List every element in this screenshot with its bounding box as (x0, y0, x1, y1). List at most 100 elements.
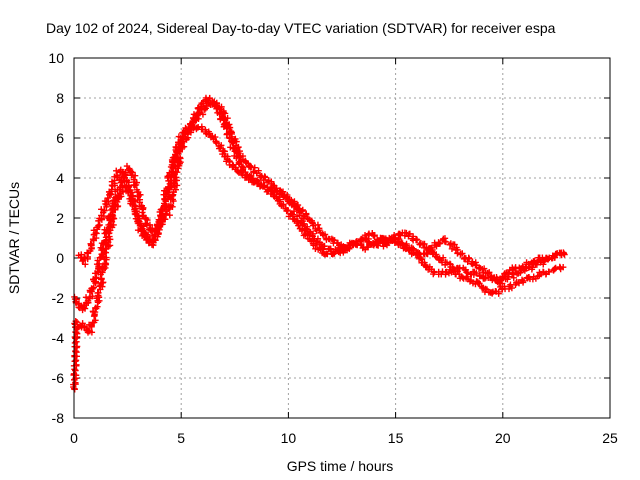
data-point-marker (435, 239, 442, 246)
data-point-marker (488, 290, 496, 297)
data-point-marker (448, 245, 456, 253)
data-point-marker (534, 273, 541, 280)
data-point-marker (93, 274, 100, 281)
data-point-marker (101, 207, 108, 214)
data-point-marker (131, 172, 139, 179)
data-point-marker (424, 250, 431, 258)
data-point-marker (412, 236, 420, 244)
data-point-marker (203, 102, 210, 110)
data-point-marker (473, 269, 480, 277)
data-point-marker (229, 139, 236, 146)
data-point-marker (448, 269, 455, 276)
data-point-marker (256, 172, 264, 179)
data-point-marker (150, 235, 158, 243)
data-point-marker (161, 195, 168, 202)
data-point-marker (297, 219, 304, 226)
y-tick-label: 4 (56, 170, 64, 186)
data-point-marker (278, 202, 285, 209)
data-point-marker (89, 236, 97, 243)
data-point-marker (143, 235, 151, 243)
data-point-marker (131, 182, 138, 189)
data-point-marker (242, 157, 249, 164)
series-track-3 (75, 94, 568, 283)
data-point-marker (172, 186, 180, 193)
data-point-marker (498, 280, 506, 287)
data-point-marker (197, 101, 205, 109)
data-point-marker (493, 274, 500, 281)
x-tick-label: 15 (388, 430, 404, 446)
data-point-marker (284, 206, 291, 214)
data-point-marker (98, 206, 105, 213)
data-point-marker (465, 254, 472, 262)
data-point-marker (261, 173, 268, 180)
data-point-marker (319, 230, 326, 238)
y-tick-label: 8 (56, 90, 64, 106)
data-point-marker (113, 167, 120, 174)
data-point-marker (87, 240, 95, 248)
data-point-marker (109, 211, 116, 218)
data-point-marker (79, 257, 86, 265)
data-point-marker (296, 212, 303, 219)
data-point-marker (410, 245, 417, 252)
data-point-marker (103, 227, 110, 234)
data-point-marker (167, 202, 175, 209)
data-point-marker (142, 220, 150, 227)
data-point-marker (89, 292, 96, 300)
y-tick-label: -2 (52, 290, 65, 306)
data-point-marker (545, 268, 553, 276)
data-point-marker (95, 289, 102, 297)
data-point-marker (169, 167, 176, 175)
x-tick-label: 25 (602, 430, 618, 446)
plot-frame (73, 57, 611, 419)
data-point-marker (294, 205, 302, 213)
data-point-marker (230, 162, 237, 169)
y-tick-label: 0 (56, 250, 64, 266)
data-point-marker (104, 194, 111, 202)
data-point-marker (346, 245, 353, 253)
y-tick-label: 6 (56, 130, 64, 146)
y-tick-label: 10 (48, 50, 64, 66)
data-point-marker (173, 144, 180, 152)
data-point-marker (313, 238, 321, 245)
data-point-marker (206, 94, 213, 102)
data-point-marker (253, 170, 261, 177)
data-point-marker (213, 105, 220, 112)
x-tick-label: 5 (177, 430, 185, 446)
data-point-marker (515, 280, 523, 287)
data-point-marker (98, 275, 105, 282)
data-point-marker (499, 274, 507, 282)
data-point-marker (181, 129, 188, 137)
data-point-marker (300, 220, 308, 228)
data-point-marker (441, 238, 449, 245)
y-tick-layer: -8 -6 -4 -2 0 2 4 6 8 10 (48, 50, 610, 426)
data-point-marker (90, 227, 98, 234)
data-point-marker (196, 109, 203, 117)
x-tick-label: 10 (281, 430, 297, 446)
data-point-marker (495, 288, 502, 296)
data-point-marker (508, 284, 516, 292)
data-point-marker (418, 259, 425, 266)
data-point-marker (431, 241, 439, 249)
y-axis-label: SDTVAR / TECUs (6, 182, 22, 294)
data-point-marker (271, 187, 278, 194)
data-point-marker (99, 250, 106, 258)
data-point-marker (519, 263, 526, 270)
data-point-marker (105, 198, 112, 206)
data-point-marker (364, 238, 372, 245)
data-point-marker (181, 130, 189, 138)
data-point-marker (512, 265, 519, 272)
data-point-marker (89, 285, 96, 293)
y-tick-label: -4 (52, 330, 65, 346)
data-point-marker (316, 239, 324, 246)
data-point-marker (72, 347, 79, 355)
data-point-marker (283, 207, 290, 215)
data-point-marker (442, 268, 449, 276)
data-point-marker (559, 263, 567, 271)
data-point-marker (234, 144, 242, 151)
data-point-marker (457, 250, 464, 258)
data-point-marker (399, 241, 406, 248)
data-point-marker (165, 184, 172, 191)
data-point-marker (289, 215, 297, 223)
data-point-marker (216, 145, 223, 152)
data-point-marker (129, 201, 136, 208)
